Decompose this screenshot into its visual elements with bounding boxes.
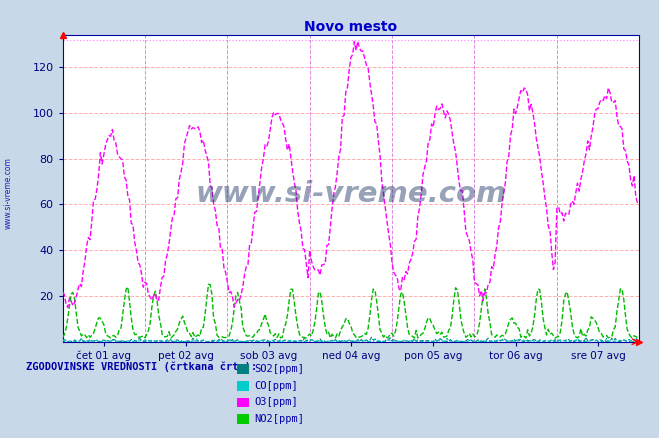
Text: www.si-vreme.com: www.si-vreme.com [3, 157, 13, 229]
Text: CO[ppm]: CO[ppm] [254, 381, 298, 391]
Text: ZGODOVINSKE VREDNOSTI (črtkana črta):: ZGODOVINSKE VREDNOSTI (črtkana črta): [26, 361, 258, 372]
Text: O3[ppm]: O3[ppm] [254, 397, 298, 407]
Title: Novo mesto: Novo mesto [304, 20, 397, 34]
Text: NO2[ppm]: NO2[ppm] [254, 414, 304, 424]
Text: www.si-vreme.com: www.si-vreme.com [195, 180, 507, 208]
Text: SO2[ppm]: SO2[ppm] [254, 364, 304, 374]
